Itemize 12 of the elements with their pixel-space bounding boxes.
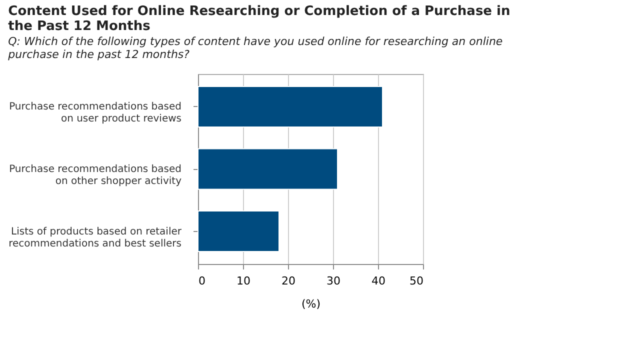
x-tick-label: 10 — [236, 274, 250, 288]
y-tick-label: Purchase recommendations based on other shopper activity — [9, 164, 182, 187]
x-tick-label: 40 — [372, 274, 386, 288]
x-tick-label: 20 — [282, 274, 296, 288]
x-axis-title: (%) — [301, 298, 321, 310]
chart-subtitle: Q: Which of the following types of content have you used online for researching an online purchase in the past 12 months? — [7, 35, 503, 61]
x-tick-label: 30 — [326, 274, 340, 288]
x-tick-label: 50 — [410, 274, 424, 288]
chart-title: Content Used for Online Researching or Completion of a Purchase in the Past 12 Months — [8, 4, 510, 34]
y-tick-label: Lists of products based on retailer recommendations and best sellers — [8, 226, 182, 250]
y-tick-label: Purchase recommendations based on user product reviews — [9, 102, 182, 125]
x-tick-label: 0 — [198, 274, 206, 288]
